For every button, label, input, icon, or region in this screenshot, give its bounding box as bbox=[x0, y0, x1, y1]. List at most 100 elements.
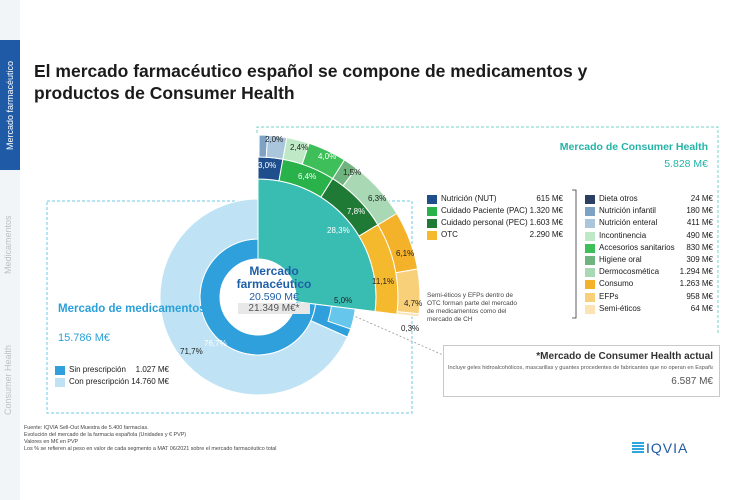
legend-label: Nutrición infantil bbox=[599, 206, 656, 216]
label-pac-share: 6,4% bbox=[298, 172, 317, 181]
legend-swatch bbox=[427, 231, 437, 240]
legend-label: OTC bbox=[441, 230, 458, 239]
legend-value: 2.290 M€ bbox=[529, 230, 563, 239]
legend-sub-consumo: Consumo 1.263 M€ bbox=[585, 279, 715, 291]
connector-line bbox=[351, 314, 444, 356]
page-title: El mercado farmacéutico español se compo… bbox=[34, 61, 588, 103]
legend-sub-incontinencia: Incontinencia 490 M€ bbox=[585, 231, 715, 243]
label-outer-4: 1,5% bbox=[343, 168, 362, 177]
legend-swatch bbox=[427, 195, 437, 204]
label-outer-6: 6,1% bbox=[396, 249, 415, 258]
legend-value: 1.027 M€ bbox=[135, 365, 169, 374]
legend-pac: Cuidado Paciente (PAC) 1.320 M€ bbox=[427, 206, 567, 218]
center-total-actual: 21.349 M€* bbox=[238, 303, 310, 314]
label-outer-1: 2,0% bbox=[265, 135, 284, 144]
legend-label: Accesorios sanitarios bbox=[599, 242, 675, 252]
iqvia-logo-icon bbox=[632, 442, 644, 454]
source-line: Fuente: IQVIA Sell-Out Muestra de 5.400 … bbox=[24, 425, 149, 431]
sources: Fuente: IQVIA Sell-Out Muestra de 5.400 … bbox=[24, 425, 276, 453]
legend-label: EFPs bbox=[599, 291, 619, 301]
actual-ch-value: 6.587 M€ bbox=[671, 376, 713, 387]
actual-ch-box bbox=[443, 345, 720, 397]
legend-value: 1.320 M€ bbox=[529, 206, 563, 215]
legend-label: Dieta otros bbox=[599, 194, 638, 203]
legend-swatch bbox=[427, 207, 437, 216]
legend-label: Consumo bbox=[599, 279, 634, 289]
legend-swatch bbox=[55, 378, 65, 387]
legend-value: 180 M€ bbox=[686, 206, 713, 216]
legend-swatch bbox=[585, 292, 595, 302]
source-line: Valores en M€ en PVP bbox=[24, 439, 79, 445]
legend-otc: OTC 2.290 M€ bbox=[427, 230, 567, 242]
consumer-health-title: Mercado de Consumer Health bbox=[559, 141, 708, 153]
legend-label: Semi-éticos bbox=[599, 303, 641, 313]
label-con-prescripcion-share: 71,7% bbox=[180, 347, 203, 356]
legend-label: Sin prescripción bbox=[69, 365, 126, 374]
legend-swatch bbox=[55, 366, 65, 375]
legend-value: 615 M€ bbox=[536, 194, 563, 203]
legend-sub-dermocosm-tica: Dermocosmética 1.294 M€ bbox=[585, 267, 715, 279]
legend-sub-dieta-otros: Dieta otros 24 M€ bbox=[585, 194, 715, 206]
legend-value: 411 M€ bbox=[686, 218, 713, 228]
legend-nut: Nutrición (NUT) 615 M€ bbox=[427, 194, 567, 206]
legend-label: Cuidado personal (PEC) bbox=[441, 218, 528, 227]
legend-label: Nutrición enteral bbox=[599, 218, 658, 228]
legend-sub-efps: EFPs 958 M€ bbox=[585, 292, 715, 304]
legend-swatch bbox=[585, 256, 595, 265]
iqvia-logo: IQVIA bbox=[632, 440, 688, 456]
legend-swatch bbox=[585, 280, 595, 290]
legend-swatch bbox=[585, 304, 595, 314]
label-outer-8: 0,3% bbox=[401, 324, 420, 333]
legend-pec: Cuidado personal (PEC) 1.603 M€ bbox=[427, 218, 567, 230]
side-nav: Mercado farmacéutico Medicamentos Consum… bbox=[0, 0, 20, 500]
source-line: Los % se refieren al peso en valor de ca… bbox=[24, 446, 277, 452]
center-total: 20.590 M€ bbox=[249, 291, 299, 303]
label-nut-share: 3,0% bbox=[258, 161, 277, 170]
legend-value: 830 M€ bbox=[686, 242, 713, 252]
legend-sin-prescripcion: Sin prescripción 1.027 M€ bbox=[55, 365, 175, 377]
legend-swatch bbox=[585, 195, 595, 204]
legend-con-prescripcion: Con prescripción 14.760 M€ bbox=[55, 377, 175, 389]
legend-sub-accesorios-sanitarios: Accesorios sanitarios 830 M€ bbox=[585, 243, 715, 255]
consumer-health-value: 5.828 M€ bbox=[664, 158, 708, 170]
logo-text: IQVIA bbox=[646, 440, 689, 456]
legend-value: 1.294 M€ bbox=[679, 267, 713, 277]
wedge-con-prescripcion bbox=[159, 198, 349, 396]
legend-value: 958 M€ bbox=[686, 291, 713, 301]
wedge-sub-semi-ticos bbox=[396, 311, 420, 318]
consumer-health-frame bbox=[256, 126, 719, 334]
semi-eticos-note: Semi-éticos y EFPs dentro de OTC forman … bbox=[427, 292, 517, 323]
legend-swatch bbox=[585, 219, 595, 229]
legend-swatch bbox=[585, 231, 595, 241]
actual-ch-note: Incluye geles hidroalcohólicos, mascaril… bbox=[448, 365, 713, 371]
label-med-ring: 76,7% bbox=[204, 339, 227, 348]
label-sin-prescripcion-share: 5,0% bbox=[334, 296, 353, 305]
label-outer-2: 2,4% bbox=[290, 143, 309, 152]
legend-value: 1.263 M€ bbox=[679, 279, 713, 289]
legend-sub-nutrici-n-infantil: Nutrición infantil 180 M€ bbox=[585, 206, 715, 218]
label-pec-share: 7,8% bbox=[347, 207, 366, 216]
legend-value: 1.603 M€ bbox=[529, 218, 563, 227]
legend-sub-nutrici-n-enteral: Nutrición enteral 411 M€ bbox=[585, 218, 715, 230]
center-title: Mercado farmacéutico bbox=[236, 264, 312, 291]
legend-value: 490 M€ bbox=[686, 230, 713, 240]
legend-swatch bbox=[585, 243, 595, 253]
legend-label: Incontinencia bbox=[599, 230, 647, 240]
legend-label: Cuidado Paciente (PAC) bbox=[441, 206, 528, 215]
label-outer-7: 4,7% bbox=[404, 299, 423, 308]
actual-ch-title: *Mercado de Consumer Health actual bbox=[536, 351, 713, 362]
label-ch-ring: 28,3% bbox=[327, 226, 350, 235]
label-otc-share: 11,1% bbox=[372, 277, 395, 286]
source-line: Evolución del mercado de la farmacia esp… bbox=[24, 432, 187, 438]
legend-value: 309 M€ bbox=[686, 255, 713, 264]
label-outer-5: 6,3% bbox=[368, 194, 387, 203]
wedge-sin-prescripcion-tab bbox=[327, 305, 356, 330]
legend-value: 24 M€ bbox=[690, 194, 713, 203]
legend-label: Nutrición (NUT) bbox=[441, 194, 497, 203]
legend-value: 64 M€ bbox=[690, 303, 713, 313]
medicamentos-title: Mercado de medicamentos bbox=[58, 303, 206, 315]
legend-sub-higiene-oral: Higiene oral 309 M€ bbox=[585, 255, 715, 267]
medicamentos-value: 15.786 M€ bbox=[58, 332, 110, 344]
